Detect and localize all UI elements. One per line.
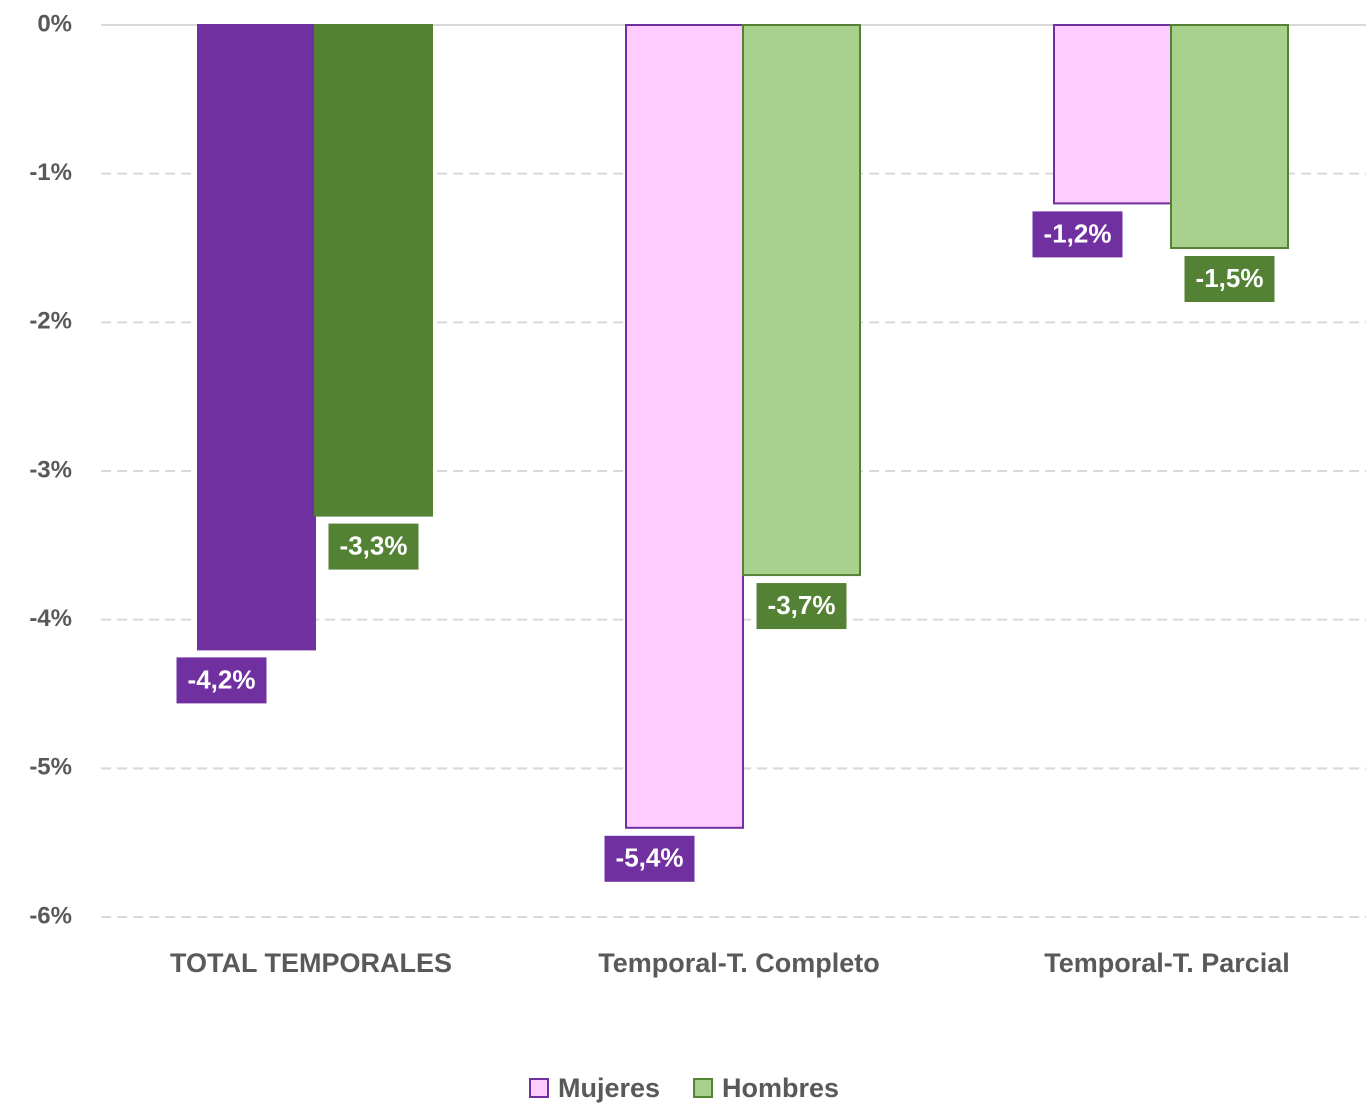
x-tick-label: Temporal-T. Parcial <box>1044 948 1290 978</box>
value-label-box <box>1184 256 1275 302</box>
value-label: -1,5% <box>1196 263 1264 293</box>
y-tick-label: -5% <box>29 754 72 781</box>
y-tick-label: 0% <box>37 10 72 37</box>
y-tick-label: -1% <box>29 159 72 186</box>
value-label-box <box>756 583 847 630</box>
value-label: -1,2% <box>1044 218 1112 248</box>
value-label: -5,4% <box>616 843 684 873</box>
value-label-box <box>328 523 419 570</box>
value-label: -3,7% <box>768 590 836 620</box>
value-label-box <box>1032 211 1123 258</box>
legend-label: Hombres <box>722 1073 839 1103</box>
y-tick-label: -6% <box>29 902 72 929</box>
legend-label: Mujeres <box>558 1073 660 1103</box>
value-label: -3,3% <box>340 530 408 560</box>
value-label: -4,2% <box>188 664 256 694</box>
bar <box>1170 24 1289 249</box>
legend-swatch <box>529 1078 549 1098</box>
bar <box>314 24 433 517</box>
bar <box>742 24 861 577</box>
y-tick-label: -3% <box>29 456 72 483</box>
x-tick-label: Temporal-T. Completo <box>598 948 880 978</box>
bar <box>625 24 744 829</box>
value-label-box <box>176 657 267 704</box>
y-tick-label: -4% <box>29 605 72 632</box>
x-tick-label: TOTAL TEMPORALES <box>170 948 452 978</box>
legend-swatch <box>693 1078 714 1098</box>
bar <box>1053 24 1172 205</box>
bar <box>197 24 316 651</box>
value-label-box <box>604 835 695 882</box>
y-tick-label: -2% <box>29 308 72 335</box>
